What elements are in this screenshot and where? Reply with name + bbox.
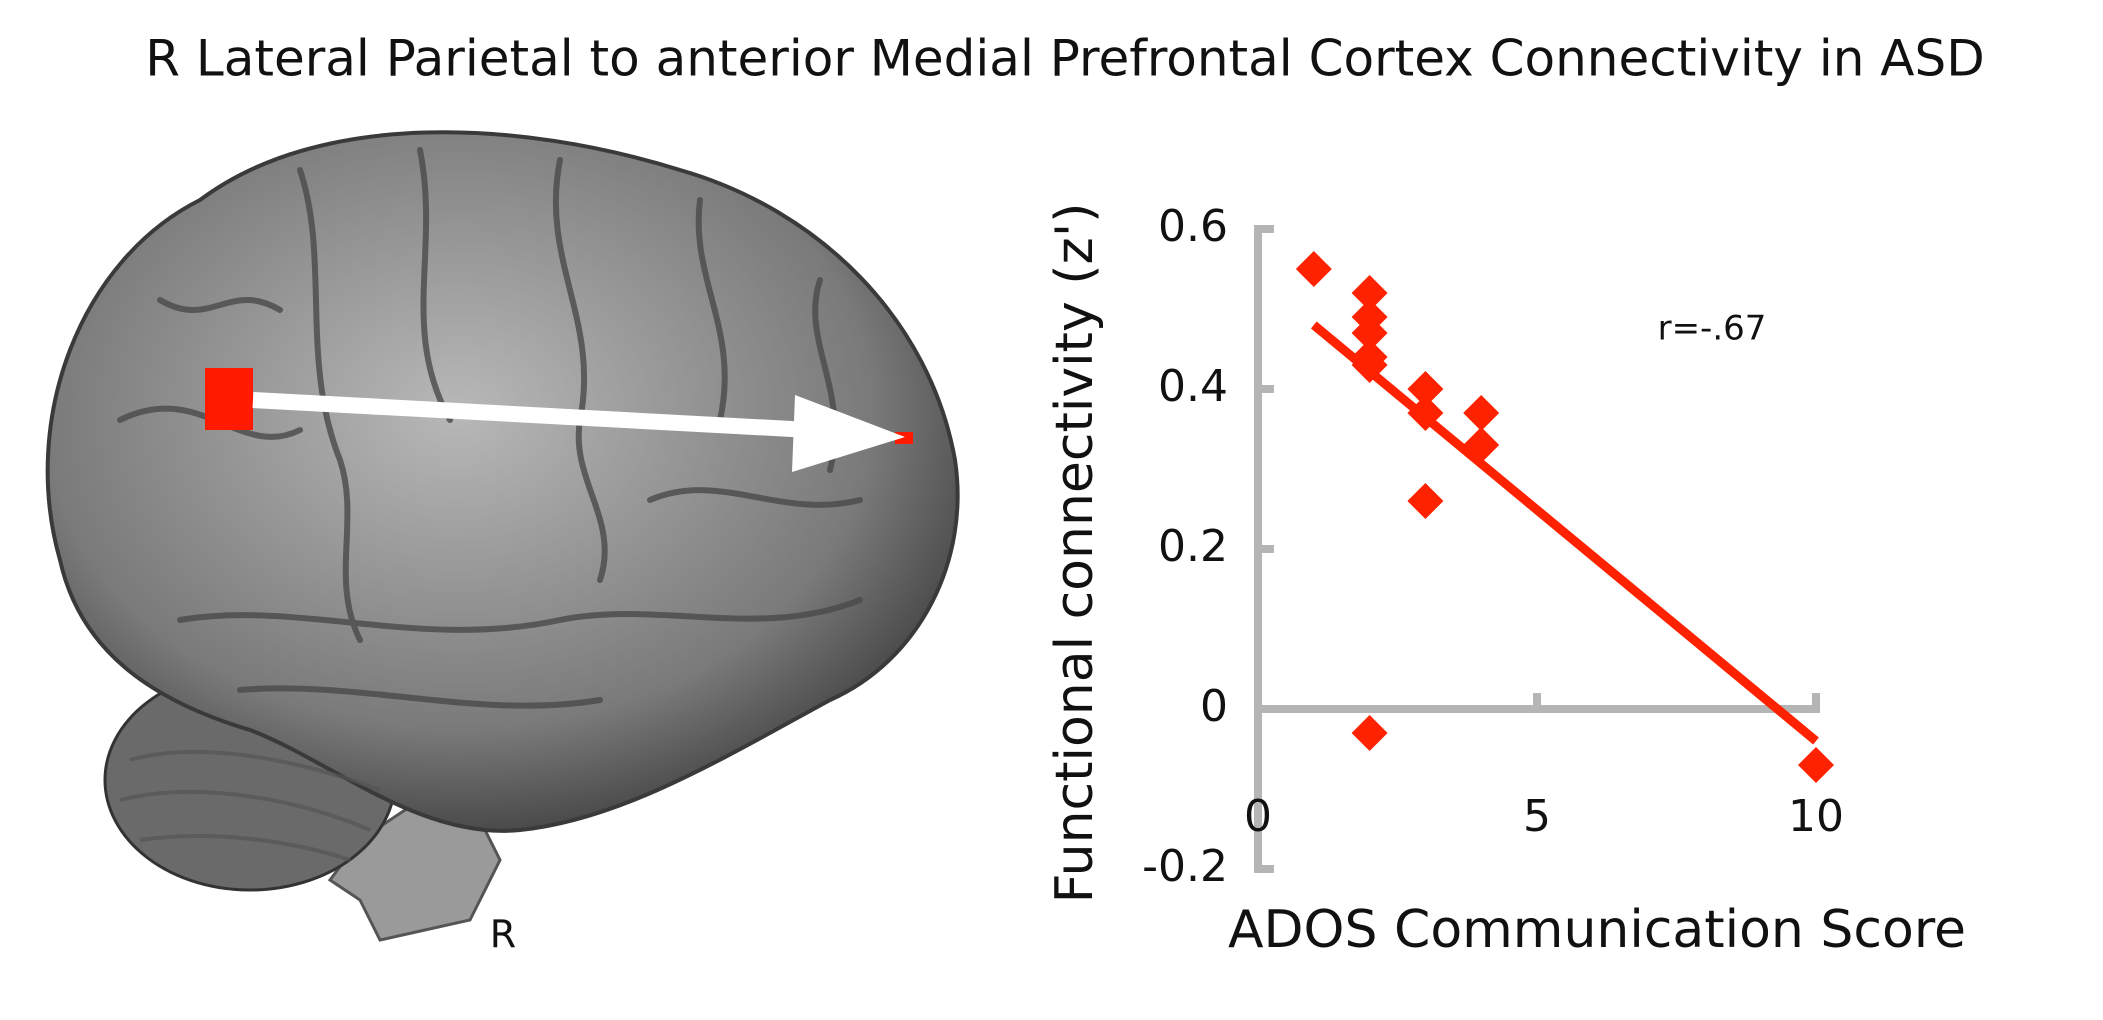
y-tick-label: 0.4	[1158, 361, 1228, 412]
trend-line	[1310, 321, 1819, 745]
y-tick-label: 0.6	[1158, 201, 1228, 252]
x-axis-label: ADOS Communication Score	[1228, 900, 1966, 960]
data-point	[1351, 347, 1388, 383]
data-point	[1463, 427, 1500, 463]
x-tick-label: 0	[1244, 791, 1272, 842]
data-point	[1351, 315, 1388, 351]
data-point	[1407, 371, 1444, 407]
title: R Lateral Parietal to anterior Medial Pr…	[145, 30, 1985, 88]
data-point	[1463, 395, 1500, 431]
data-point	[1798, 747, 1834, 783]
image-label: R	[490, 913, 516, 957]
data-point	[1407, 395, 1444, 431]
brain-image	[45, 130, 960, 942]
annotation: r=-.67	[1658, 309, 1767, 349]
data-point	[1295, 251, 1332, 287]
data-point	[1351, 715, 1388, 751]
y-tick-label: 0.2	[1158, 521, 1228, 572]
y-axis-label: Functional connectivity (z')	[1045, 203, 1105, 904]
x-tick-label: 10	[1788, 791, 1844, 842]
data-point	[1407, 483, 1444, 519]
data-point	[1351, 275, 1388, 311]
x-tick-label: 5	[1523, 791, 1551, 842]
y-tick-label: -0.2	[1142, 841, 1228, 892]
y-tick-label: 0	[1200, 681, 1228, 732]
